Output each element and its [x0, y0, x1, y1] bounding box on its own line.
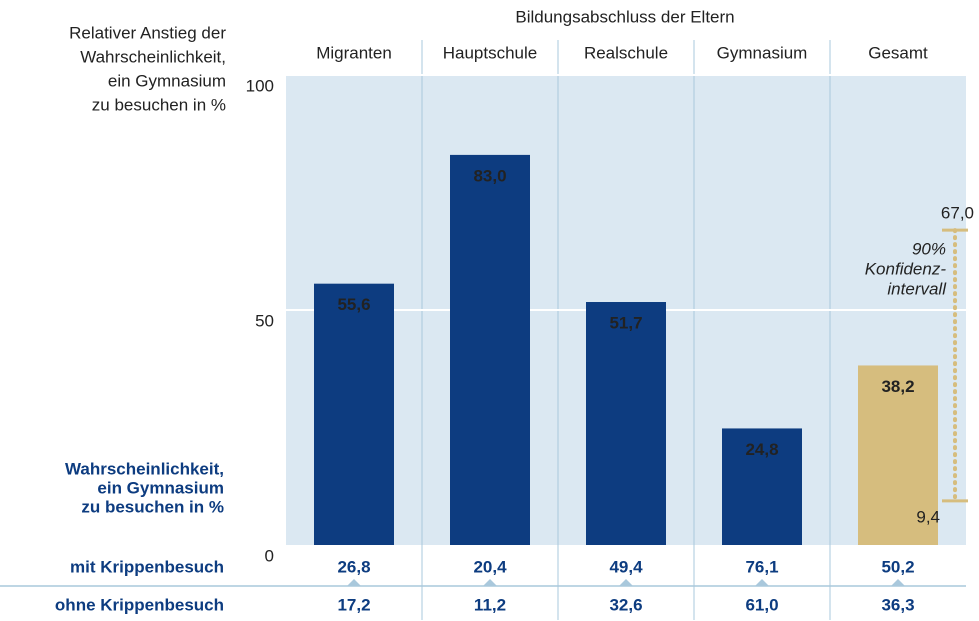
bar — [858, 365, 938, 545]
column-header: Realschule — [584, 43, 668, 62]
row-value: 17,2 — [337, 595, 370, 614]
row-value: 11,2 — [474, 595, 506, 614]
ci-value-label: 9,4 — [916, 507, 940, 526]
row-value: 32,6 — [609, 595, 642, 614]
row-value: 36,3 — [881, 595, 914, 614]
column-header: Gymnasium — [717, 43, 808, 62]
row-label: ohne Krippenbesuch — [55, 595, 224, 614]
row-arrow — [619, 579, 633, 586]
y-axis-label: zu besuchen in % — [92, 95, 226, 114]
bar-value-label: 83,0 — [473, 166, 506, 185]
chart-title: Bildungsabschluss der Eltern — [515, 7, 734, 26]
row-arrow — [483, 579, 497, 586]
row-value: 76,1 — [745, 557, 778, 576]
row-value: 50,2 — [881, 557, 914, 576]
column-header: Gesamt — [868, 43, 928, 62]
table-label: zu besuchen in % — [81, 497, 224, 516]
ci-annotation: intervall — [887, 279, 947, 298]
bar-value-label: 51,7 — [609, 313, 642, 332]
row-value: 26,8 — [337, 557, 370, 576]
y-tick-label: 50 — [255, 311, 274, 330]
row-value: 61,0 — [745, 595, 778, 614]
bar — [450, 154, 530, 545]
row-arrow — [891, 579, 905, 586]
row-arrow — [347, 579, 361, 586]
bar-value-label: 55,6 — [337, 295, 370, 314]
row-label: mit Krippenbesuch — [70, 557, 224, 576]
y-axis-label: Relativer Anstieg der — [69, 23, 226, 42]
row-value: 20,4 — [473, 557, 507, 576]
y-tick-label: 0 — [265, 546, 274, 565]
table-label: Wahrscheinlichkeit, — [65, 459, 224, 478]
bar — [586, 302, 666, 545]
bar-value-label: 38,2 — [881, 377, 914, 396]
ci-annotation: Konfidenz- — [865, 259, 947, 278]
column-header: Migranten — [316, 43, 392, 62]
ci-value-label: 67,0 — [941, 204, 974, 223]
bar — [722, 428, 802, 545]
row-arrow — [755, 579, 769, 586]
bar — [314, 283, 394, 545]
row-value: 49,4 — [609, 557, 643, 576]
y-tick-label: 100 — [246, 76, 274, 95]
y-axis-label: ein Gymnasium — [108, 71, 226, 90]
ci-annotation: 90% — [912, 239, 946, 258]
bar-value-label: 24,8 — [745, 440, 778, 459]
table-label: ein Gymnasium — [97, 478, 224, 497]
column-header: Hauptschule — [443, 43, 538, 62]
y-axis-label: Wahrscheinlichkeit, — [80, 47, 226, 66]
